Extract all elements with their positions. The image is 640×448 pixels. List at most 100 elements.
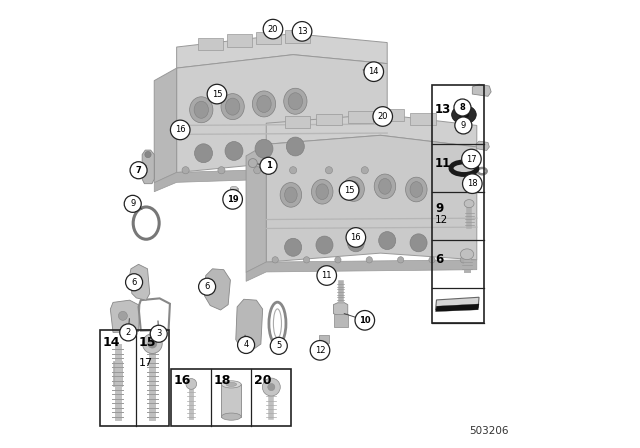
Ellipse shape (230, 186, 237, 190)
Bar (256, 32, 281, 44)
Text: 18: 18 (467, 179, 477, 188)
Ellipse shape (312, 179, 333, 204)
Circle shape (145, 151, 151, 158)
Polygon shape (154, 68, 177, 183)
Ellipse shape (406, 177, 427, 202)
Circle shape (170, 120, 190, 140)
Bar (285, 30, 310, 43)
Circle shape (397, 257, 404, 263)
Text: 8: 8 (460, 103, 465, 112)
Ellipse shape (459, 111, 469, 118)
Text: 3: 3 (156, 329, 161, 338)
Circle shape (150, 325, 167, 342)
Ellipse shape (379, 232, 396, 250)
Polygon shape (246, 260, 477, 281)
Polygon shape (266, 114, 477, 147)
Polygon shape (154, 166, 387, 192)
Ellipse shape (226, 382, 237, 386)
Circle shape (317, 266, 337, 285)
Text: 20: 20 (268, 25, 278, 34)
Circle shape (455, 117, 472, 134)
Bar (285, 116, 310, 128)
Bar (172, 369, 291, 426)
Text: 13: 13 (435, 103, 451, 116)
Polygon shape (266, 135, 477, 262)
Ellipse shape (410, 182, 422, 197)
Bar (221, 384, 241, 417)
Text: 7: 7 (136, 166, 141, 175)
Text: 12: 12 (315, 346, 325, 355)
Ellipse shape (452, 105, 476, 124)
Ellipse shape (194, 101, 209, 118)
Text: 9: 9 (461, 121, 466, 130)
Bar (198, 38, 223, 50)
Text: 16: 16 (351, 233, 361, 242)
Ellipse shape (343, 177, 364, 202)
Circle shape (461, 149, 481, 169)
Ellipse shape (221, 413, 241, 420)
Text: 2: 2 (125, 328, 131, 337)
Circle shape (303, 257, 310, 263)
Circle shape (130, 162, 147, 179)
Bar (316, 114, 342, 125)
Circle shape (355, 310, 374, 330)
Text: 14: 14 (102, 336, 120, 349)
Polygon shape (246, 144, 266, 272)
Text: 20: 20 (254, 374, 271, 387)
Circle shape (346, 228, 365, 247)
Circle shape (335, 257, 341, 263)
Polygon shape (177, 55, 387, 172)
Circle shape (237, 336, 255, 353)
Circle shape (460, 257, 467, 263)
Text: 16: 16 (175, 125, 186, 134)
Text: 13: 13 (297, 27, 307, 36)
Text: 16: 16 (174, 374, 191, 387)
Circle shape (270, 337, 287, 354)
Circle shape (292, 22, 312, 41)
Ellipse shape (189, 97, 213, 123)
Ellipse shape (464, 199, 474, 207)
Text: 9: 9 (435, 202, 444, 215)
Bar (227, 34, 252, 47)
Ellipse shape (285, 238, 301, 256)
Circle shape (207, 84, 227, 104)
Circle shape (454, 99, 471, 116)
Text: 6: 6 (435, 253, 444, 266)
Circle shape (148, 339, 157, 348)
Ellipse shape (316, 236, 333, 254)
Ellipse shape (255, 139, 273, 158)
Circle shape (310, 340, 330, 360)
Circle shape (186, 379, 196, 389)
Text: 14: 14 (369, 67, 379, 76)
Polygon shape (333, 301, 348, 317)
Polygon shape (236, 299, 262, 350)
Ellipse shape (348, 181, 360, 197)
Circle shape (143, 334, 162, 353)
Text: 6: 6 (131, 278, 137, 287)
Text: 4: 4 (243, 340, 249, 349)
Circle shape (198, 278, 216, 295)
Circle shape (218, 167, 225, 174)
Text: 12: 12 (435, 215, 449, 225)
Circle shape (182, 167, 189, 174)
Bar (410, 113, 436, 125)
Bar (348, 111, 373, 123)
Circle shape (325, 167, 333, 174)
Ellipse shape (374, 174, 396, 199)
Polygon shape (436, 304, 479, 312)
Ellipse shape (285, 187, 297, 203)
Circle shape (263, 19, 283, 39)
Ellipse shape (379, 179, 391, 194)
Ellipse shape (280, 183, 301, 207)
Ellipse shape (348, 234, 364, 252)
Text: 10: 10 (359, 316, 371, 325)
Text: 17: 17 (138, 358, 152, 368)
Text: 15: 15 (212, 90, 222, 99)
Polygon shape (476, 141, 490, 151)
Circle shape (373, 107, 392, 126)
Circle shape (120, 324, 137, 341)
Text: 17: 17 (466, 155, 477, 164)
Polygon shape (177, 34, 387, 68)
Ellipse shape (257, 95, 271, 112)
Polygon shape (110, 300, 140, 332)
